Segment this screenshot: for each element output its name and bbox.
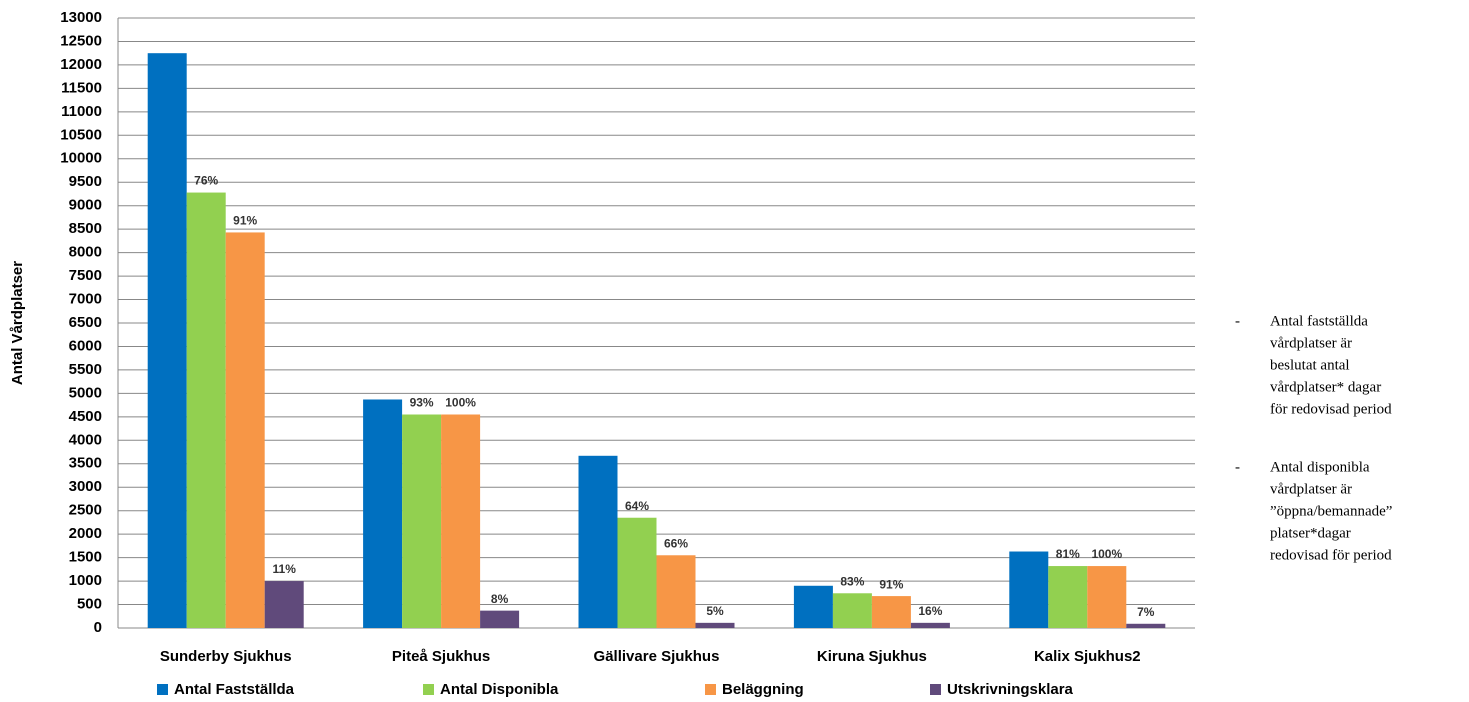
y-tick-label: 12500 — [60, 32, 102, 49]
note-line: vårdplatser* dagar — [1270, 379, 1381, 395]
percent-label: 93% — [410, 396, 434, 410]
y-tick-label: 10000 — [60, 150, 102, 167]
x-tick-label: Kiruna Sjukhus — [817, 648, 927, 665]
y-tick-label: 4000 — [69, 431, 102, 448]
y-tick-label: 5000 — [69, 384, 102, 401]
legend-label: Antal Fastställda — [174, 681, 295, 698]
percent-label: 8% — [491, 592, 509, 606]
bar — [480, 610, 520, 628]
bar — [832, 593, 872, 628]
x-tick-label: Piteå Sjukhus — [392, 648, 490, 665]
y-tick-label: 2500 — [69, 502, 102, 519]
percent-label: 11% — [273, 562, 297, 576]
bar — [264, 581, 304, 628]
y-tick-label: 3000 — [69, 478, 102, 495]
y-axis-label: Antal Vårdplatser — [9, 261, 26, 385]
y-tick-label: 2000 — [69, 525, 102, 542]
note-bullet: - — [1235, 459, 1240, 475]
legend-label: Beläggning — [722, 681, 804, 698]
percent-label: 66% — [664, 536, 688, 550]
y-tick-label: 12000 — [60, 56, 102, 73]
x-tick-label: Sunderby Sjukhus — [160, 648, 292, 665]
percent-label: 91% — [879, 577, 903, 591]
bar — [402, 414, 442, 628]
y-tick-label: 3500 — [69, 455, 102, 472]
percent-label: 81% — [1056, 547, 1080, 561]
bar — [617, 517, 657, 628]
legend-swatch — [157, 684, 168, 695]
bar — [793, 585, 833, 628]
bar — [1009, 551, 1049, 628]
legend-swatch — [423, 684, 434, 695]
y-tick-label: 5500 — [69, 361, 102, 378]
legend-swatch — [705, 684, 716, 695]
y-tick-label: 500 — [77, 596, 102, 613]
note-line: beslutat antal — [1270, 357, 1350, 373]
y-tick-label: 0 — [94, 619, 102, 636]
bar — [695, 622, 735, 628]
bar — [363, 399, 403, 628]
note-bullet: - — [1235, 313, 1240, 329]
y-tick-label: 8500 — [69, 220, 102, 237]
bar — [910, 622, 950, 628]
y-tick-label: 9000 — [69, 197, 102, 214]
y-tick-label: 1500 — [69, 549, 102, 566]
y-tick-label: 6500 — [69, 314, 102, 331]
note-line: redovisad för period — [1270, 547, 1392, 563]
note-line: ”öppna/bemannade” — [1270, 503, 1392, 519]
bar — [147, 53, 187, 628]
legend-swatch — [930, 684, 941, 695]
y-tick-label: 8000 — [69, 244, 102, 261]
y-tick-label: 4500 — [69, 408, 102, 425]
percent-label: 7% — [1137, 605, 1155, 619]
bar — [578, 455, 618, 628]
y-tick-label: 7000 — [69, 291, 102, 308]
y-tick-label: 1000 — [69, 572, 102, 589]
bar — [441, 414, 481, 628]
legend-label: Utskrivningsklara — [947, 681, 1074, 698]
note-line: vårdplatser är — [1270, 481, 1352, 497]
note-line: platser*dagar — [1270, 525, 1351, 541]
percent-label: 64% — [625, 499, 649, 513]
note-line: vårdplatser är — [1270, 335, 1352, 351]
bar — [871, 596, 911, 628]
y-tick-label: 13000 — [60, 9, 102, 26]
y-tick-label: 7500 — [69, 267, 102, 284]
legend-label: Antal Disponibla — [440, 681, 559, 698]
note-line: Antal disponibla — [1270, 459, 1370, 475]
x-tick-label: Kalix Sjukhus2 — [1034, 648, 1141, 665]
y-tick-label: 6000 — [69, 337, 102, 354]
percent-label: 5% — [706, 604, 724, 618]
bar — [1126, 623, 1166, 628]
bar — [1087, 566, 1127, 628]
percent-label: 76% — [194, 174, 218, 188]
bar — [656, 555, 696, 628]
percent-label: 100% — [445, 396, 476, 410]
percent-label: 100% — [1091, 547, 1122, 561]
bar — [186, 192, 226, 629]
y-tick-label: 11000 — [61, 103, 102, 120]
bar — [225, 232, 265, 628]
percent-label: 16% — [918, 604, 942, 618]
percent-label: 83% — [840, 574, 864, 588]
y-tick-label: 11500 — [61, 79, 102, 96]
note-line: för redovisad period — [1270, 401, 1392, 417]
y-tick-label: 10500 — [60, 126, 102, 143]
percent-label: 91% — [233, 214, 257, 228]
note-line: Antal fastställda — [1270, 313, 1368, 329]
y-tick-label: 9500 — [69, 173, 102, 190]
bar — [1048, 566, 1088, 628]
x-tick-label: Gällivare Sjukhus — [594, 648, 720, 665]
